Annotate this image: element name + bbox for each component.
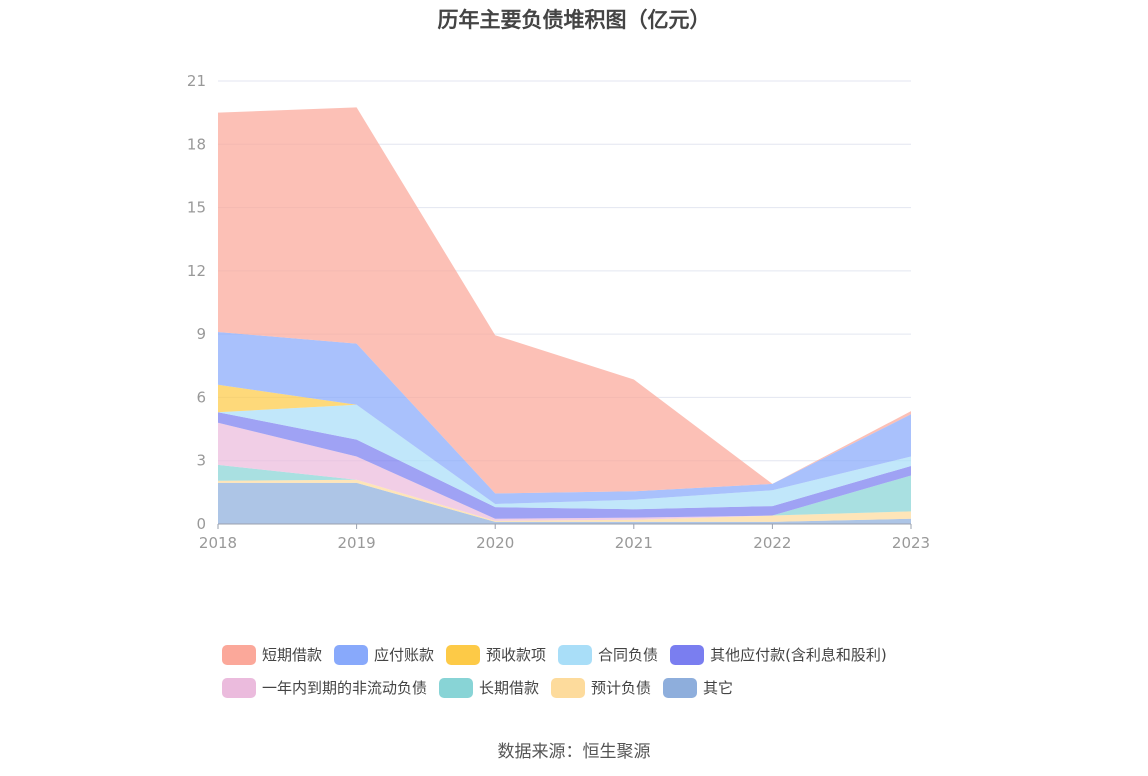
y-tick-label: 9 xyxy=(196,325,206,343)
legend-item[interactable]: 短期借款 xyxy=(222,644,322,665)
x-tick-label: 2021 xyxy=(615,534,653,552)
legend-item[interactable]: 一年内到期的非流动负债 xyxy=(222,677,427,698)
legend-swatch xyxy=(222,677,256,698)
x-tick-label: 2023 xyxy=(892,534,930,552)
legend-label: 一年内到期的非流动负债 xyxy=(262,679,428,697)
legend-label: 预计负债 xyxy=(591,679,652,697)
legend-item[interactable]: 其他应付款(含利息和股利) xyxy=(670,644,887,665)
legend-swatch xyxy=(670,644,705,665)
x-tick-label: 2019 xyxy=(338,534,376,552)
legend: 短期借款 应付账款 预收款项 合同负债 其他应付款(含利息和股利) 一年内到期的非流动负… xyxy=(222,638,982,704)
legend-swatch xyxy=(551,677,586,698)
x-tick-label: 2020 xyxy=(476,534,514,552)
area-预计负债 xyxy=(218,479,911,522)
legend-item[interactable]: 长期借款 xyxy=(439,677,539,698)
y-tick-label: 0 xyxy=(196,515,206,533)
y-tick-label: 15 xyxy=(187,199,206,217)
legend-item[interactable]: 其它 xyxy=(663,677,733,698)
area-预收款项 xyxy=(218,384,911,504)
y-tick-label: 12 xyxy=(187,262,206,280)
y-tick-label: 21 xyxy=(187,72,206,90)
area-一年内到期的非流动负债 xyxy=(218,422,911,521)
area-短期借款 xyxy=(218,107,911,494)
area-合同负债 xyxy=(218,404,911,510)
area-应付账款 xyxy=(218,332,911,504)
y-tick-label: 6 xyxy=(196,388,206,406)
y-tick-label: 3 xyxy=(196,452,206,470)
legend-label: 应付账款 xyxy=(374,646,435,664)
area-series xyxy=(218,107,911,524)
source-note: 数据来源：恒生聚源 xyxy=(497,742,651,762)
x-tick-label: 2018 xyxy=(199,534,237,552)
legend-item[interactable]: 合同负债 xyxy=(558,644,658,665)
legend-label: 短期借款 xyxy=(262,646,323,664)
legend-item[interactable]: 应付账款 xyxy=(334,644,434,665)
axes: 0 3 6 9 12 15 18 21 2018 2019 2020 2021 2022 2023 xyxy=(187,72,930,552)
y-tick-label: 18 xyxy=(187,135,206,153)
legend-swatch xyxy=(446,644,481,665)
legend-swatch xyxy=(222,644,256,665)
legend-swatch xyxy=(663,677,698,698)
x-tick-label: 2022 xyxy=(753,534,791,552)
chart-title: 历年主要负债堆积图（亿元） xyxy=(437,8,711,32)
legend-label: 其它 xyxy=(703,679,734,697)
legend-label: 其他应付款(含利息和股利) xyxy=(710,646,887,664)
legend-row: 一年内到期的非流动负债 长期借款 预计负债 其它 xyxy=(222,671,982,704)
legend-label: 长期借款 xyxy=(479,679,540,697)
legend-item[interactable]: 预计负债 xyxy=(551,677,651,698)
area-其它 xyxy=(218,482,911,524)
legend-row: 短期借款 应付账款 预收款项 合同负债 其他应付款(含利息和股利) xyxy=(222,638,982,671)
legend-swatch xyxy=(439,677,474,698)
legend-swatch xyxy=(334,644,369,665)
legend-label: 预收款项 xyxy=(486,646,547,664)
legend-swatch xyxy=(558,644,593,665)
legend-item[interactable]: 预收款项 xyxy=(446,644,546,665)
stacked-area-chart: 0 3 6 9 12 15 18 21 2018 2019 2020 2021 2022 2023 xyxy=(187,72,930,552)
legend-label: 合同负债 xyxy=(598,646,659,664)
